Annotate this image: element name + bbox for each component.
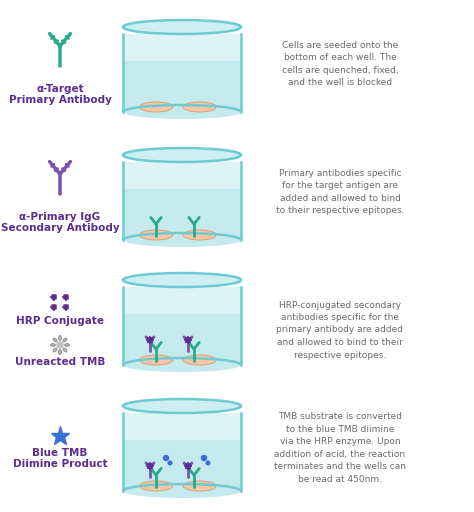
Ellipse shape [139, 230, 173, 240]
Circle shape [206, 461, 210, 465]
Ellipse shape [123, 484, 241, 498]
Polygon shape [123, 287, 241, 365]
Text: HRP-conjugated secondary
antibodies specific for the
primary antibody are added
: HRP-conjugated secondary antibodies spec… [276, 301, 403, 359]
Ellipse shape [139, 355, 173, 365]
Ellipse shape [183, 355, 216, 365]
Circle shape [164, 456, 168, 460]
Ellipse shape [123, 358, 241, 372]
Ellipse shape [123, 233, 241, 247]
Text: Secondary Antibody: Secondary Antibody [0, 223, 119, 233]
Ellipse shape [63, 338, 67, 342]
Circle shape [57, 342, 63, 348]
Ellipse shape [123, 105, 241, 119]
Ellipse shape [58, 335, 62, 340]
Text: Primary Antibody: Primary Antibody [9, 95, 111, 105]
Circle shape [168, 461, 172, 465]
Ellipse shape [123, 20, 241, 34]
Text: TMB substrate is converted
to the blue TMB diimine
via the HRP enzyme. Upon
addi: TMB substrate is converted to the blue T… [274, 412, 406, 484]
Ellipse shape [183, 230, 216, 240]
Ellipse shape [58, 350, 62, 354]
Polygon shape [123, 314, 241, 365]
Text: HRP Conjugate: HRP Conjugate [16, 316, 104, 326]
Text: Diimine Product: Diimine Product [13, 459, 107, 469]
Text: α-Target: α-Target [36, 84, 84, 94]
Ellipse shape [183, 481, 216, 491]
Ellipse shape [139, 102, 173, 112]
Polygon shape [123, 61, 241, 112]
Ellipse shape [51, 344, 55, 347]
Text: Unreacted TMB: Unreacted TMB [15, 357, 105, 367]
Text: Cells are seeded onto the
bottom of each well. The
cells are quenched, fixed,
an: Cells are seeded onto the bottom of each… [282, 41, 398, 87]
Ellipse shape [53, 338, 57, 342]
Text: Blue TMB: Blue TMB [32, 448, 88, 458]
Polygon shape [123, 440, 241, 491]
Ellipse shape [183, 102, 216, 112]
Text: α-Primary IgG: α-Primary IgG [19, 212, 100, 222]
Ellipse shape [123, 148, 241, 162]
Ellipse shape [123, 273, 241, 287]
Polygon shape [123, 413, 241, 491]
Ellipse shape [63, 348, 67, 352]
Ellipse shape [53, 348, 57, 352]
Ellipse shape [64, 344, 70, 347]
Text: Primary antibodies specific
for the target antigen are
added and allowed to bind: Primary antibodies specific for the targ… [276, 169, 404, 215]
Circle shape [201, 456, 207, 460]
Ellipse shape [123, 399, 241, 413]
Ellipse shape [139, 481, 173, 491]
Polygon shape [123, 189, 241, 240]
Polygon shape [123, 34, 241, 112]
Polygon shape [123, 162, 241, 240]
